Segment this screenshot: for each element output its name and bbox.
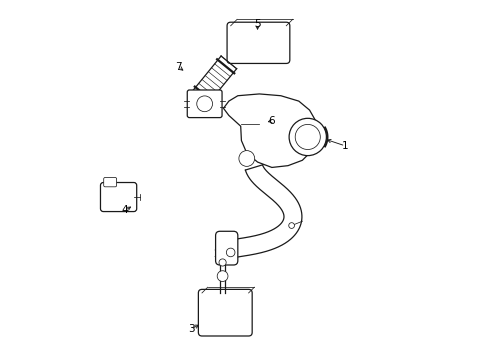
FancyBboxPatch shape	[198, 289, 252, 336]
Circle shape	[295, 125, 320, 149]
FancyBboxPatch shape	[216, 231, 238, 265]
FancyBboxPatch shape	[104, 177, 117, 187]
Circle shape	[219, 259, 226, 266]
Text: 7: 7	[175, 62, 182, 72]
FancyBboxPatch shape	[227, 22, 290, 63]
Circle shape	[239, 150, 255, 166]
Text: 5: 5	[254, 19, 261, 29]
Circle shape	[226, 248, 235, 257]
FancyBboxPatch shape	[187, 90, 222, 118]
Polygon shape	[223, 94, 317, 167]
Circle shape	[197, 96, 213, 112]
Text: 1: 1	[342, 141, 349, 151]
Text: 3: 3	[188, 324, 195, 334]
Text: 4: 4	[122, 206, 128, 216]
FancyBboxPatch shape	[100, 183, 137, 212]
Text: 2: 2	[213, 248, 220, 258]
Text: 6: 6	[269, 116, 275, 126]
Circle shape	[289, 118, 326, 156]
Circle shape	[217, 271, 228, 282]
Circle shape	[289, 223, 294, 228]
